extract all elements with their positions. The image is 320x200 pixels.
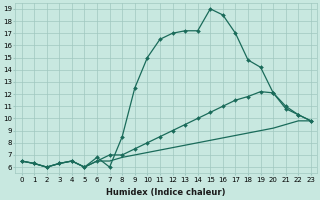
X-axis label: Humidex (Indice chaleur): Humidex (Indice chaleur) (107, 188, 226, 197)
